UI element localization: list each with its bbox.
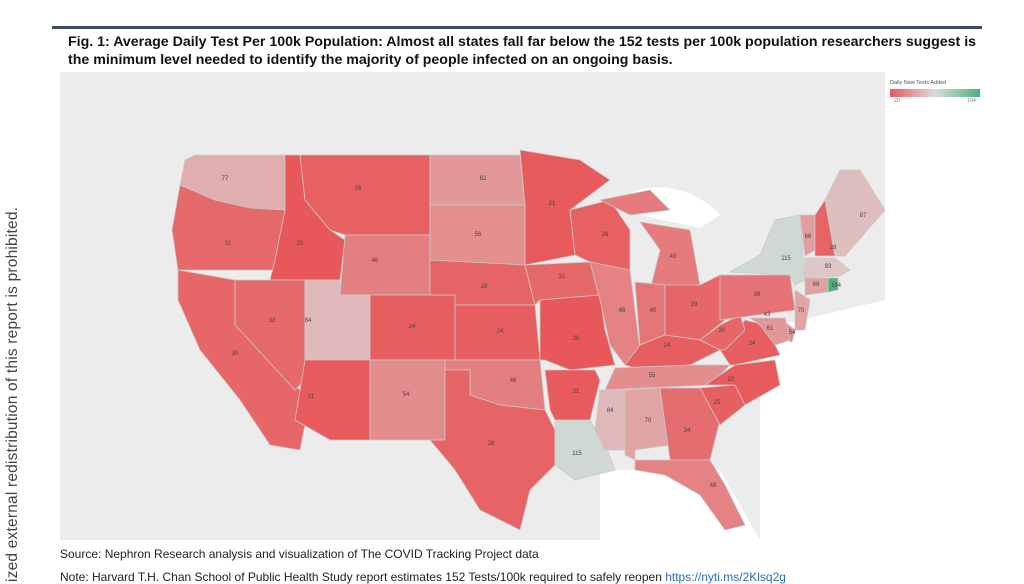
state-me[interactable] [824,169,886,257]
state-value-label: 55 [649,373,656,379]
state-value-label: 25 [714,400,721,406]
state-value-label: 38 [754,292,761,298]
state-value-label: 24 [749,341,756,347]
state-ri[interactable] [827,277,839,293]
state-value-label: 30 [719,328,726,334]
state-value-label: 21 [549,201,556,207]
state-tx[interactable] [429,369,556,531]
legend-min: 20 [894,98,901,104]
state-value-label: 21 [308,394,315,400]
state-nd[interactable] [429,154,526,206]
state-ny[interactable] [728,214,806,286]
state-value-label: 115 [781,256,791,262]
state-value-label: 84 [607,408,614,414]
legend-title: Daily New Tests Added [890,80,947,86]
state-wy[interactable] [339,234,431,296]
state-nm[interactable] [369,359,446,441]
state-value-label: 54 [789,330,796,336]
state-wv[interactable] [699,314,746,351]
state-value-label: 93 [825,264,832,270]
state-value-label: 24 [664,343,671,349]
state-value-label: 31 [225,241,232,247]
state-value-label: 26 [602,232,609,238]
state-value-label: 32 [269,318,276,324]
state-value-label: 22 [728,377,735,383]
state-ma[interactable] [804,257,851,279]
source-text: Source: Nephron Research analysis and vi… [60,547,539,561]
legend-color-bar [890,89,980,97]
state-value-label: 28 [481,284,488,290]
state-value-label: 54 [403,392,410,398]
state-value-label: 62 [480,176,487,182]
state-value-label: 29 [691,302,698,308]
state-value-label: 34 [684,428,691,434]
top-rule [52,26,982,29]
state-value-label: 26 [355,186,362,192]
state-value-label: 115 [572,451,582,457]
state-value-label: 56 [475,232,482,238]
state-value-label: 68 [813,282,820,288]
state-value-label: 24 [497,329,504,335]
state-value-label: 28 [488,441,495,447]
state-la[interactable] [554,419,616,481]
state-value-label: 66 [805,234,812,240]
state-value-label: 61 [767,326,774,332]
state-value-label: 77 [222,176,229,182]
state-value-label: 40 [650,308,657,314]
state-value-label: 48 [710,483,717,489]
state-value-label: 21 [573,389,580,395]
state-value-label: 20 [573,336,580,342]
state-fl[interactable] [634,459,746,531]
state-value-label: 70 [645,418,652,424]
legend: Daily New Tests Added 20 194 [890,80,980,104]
state-value-label: 48 [619,308,626,314]
state-value-label: 24 [409,324,416,330]
state-value-label: 194 [831,283,842,289]
state-value-label: 30 [232,351,239,357]
state-ga[interactable] [659,387,721,461]
state-ar[interactable] [544,369,601,421]
state-dc[interactable] [763,317,769,323]
state-value-label: 20 [297,241,304,247]
state-ms[interactable] [594,389,626,451]
state-md[interactable] [748,317,791,346]
note-body: Note: Harvard T.H. Chan School of Public… [60,570,666,584]
state-value-label: 87 [860,213,867,219]
state-nj[interactable] [794,289,811,331]
state-value-label: 28 [830,245,837,251]
state-value-label: 43 [764,312,771,318]
legend-max: 194 [966,98,976,104]
note-link[interactable]: https://nyti.ms/2Klsq2g [665,570,786,584]
state-nv[interactable] [234,279,306,391]
note-text: Note: Harvard T.H. Chan School of Public… [60,570,786,584]
state-value-label: 31 [559,274,566,280]
figure-title: Fig. 1: Average Daily Test Per 100k Popu… [68,34,977,68]
ocean [600,300,885,540]
state-value-label: 84 [305,318,312,324]
state-value-label: 46 [372,258,379,264]
state-value-label: 43 [670,254,677,260]
state-value-label: 70 [798,308,805,314]
state-value-label: 46 [510,378,517,384]
